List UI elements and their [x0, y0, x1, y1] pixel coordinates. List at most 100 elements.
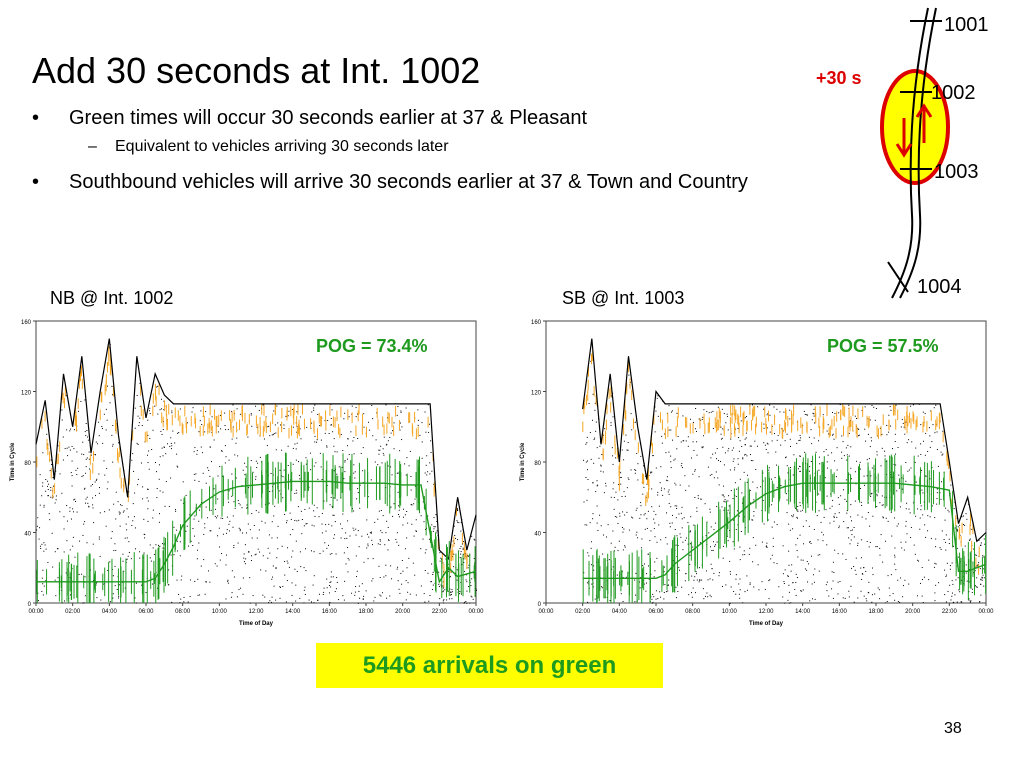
arrival-dot: [663, 488, 665, 490]
arrival-dot: [799, 437, 801, 439]
arrival-dot: [634, 579, 636, 581]
arrival-dot: [597, 597, 599, 599]
arrival-dot: [832, 434, 834, 436]
arrival-dot: [450, 591, 452, 593]
arrival-dot: [321, 479, 323, 481]
arrival-dot: [409, 593, 411, 595]
arrival-dot: [390, 432, 392, 434]
arrival-dot: [806, 569, 808, 571]
arrival-dot: [304, 586, 306, 588]
arrival-dot: [604, 428, 606, 430]
arrival-dot: [700, 419, 702, 421]
arrival-dot: [929, 435, 931, 437]
arrival-dot: [471, 596, 473, 598]
arrival-dot: [729, 571, 731, 573]
arrival-dot: [344, 471, 346, 473]
arrival-dot: [149, 544, 151, 546]
arrival-dot: [864, 428, 866, 430]
arrival-dot: [785, 493, 787, 495]
arrival-dot: [952, 545, 954, 547]
arrival-dot: [117, 501, 119, 503]
arrival-dot: [875, 408, 877, 410]
arrival-dot: [766, 542, 768, 544]
arrival-dot: [636, 507, 638, 509]
arrival-dot: [291, 594, 293, 596]
arrival-dot: [225, 564, 227, 566]
arrival-dot: [804, 451, 806, 453]
arrival-dot: [69, 507, 71, 509]
arrival-dot: [979, 568, 981, 570]
arrival-dot: [774, 477, 776, 479]
arrival-dot: [720, 433, 722, 435]
arrival-dot: [806, 414, 808, 416]
arrival-dot: [738, 515, 740, 517]
arrival-dot: [920, 443, 922, 445]
arrival-dot: [809, 600, 811, 602]
arrival-dot: [269, 552, 271, 554]
x-tick-label: 00:00: [538, 609, 554, 615]
arrival-dot: [620, 472, 622, 474]
arrival-dot: [690, 418, 692, 420]
arrival-dot: [897, 447, 899, 449]
arrival-dot: [397, 580, 399, 582]
arrival-dot: [328, 432, 330, 434]
arrival-dot: [118, 597, 120, 599]
arrival-dot: [637, 537, 639, 539]
arrival-dot: [811, 443, 813, 445]
arrival-dot: [657, 395, 659, 397]
arrival-dot: [133, 516, 135, 518]
arrival-dot: [628, 529, 630, 531]
arrival-dot: [680, 512, 682, 514]
arrival-dot: [612, 566, 614, 568]
arrival-dot: [295, 459, 297, 461]
arrival-dot: [812, 574, 814, 576]
arrival-dot: [674, 529, 676, 531]
arrival-dot: [112, 575, 114, 577]
arrival-dot: [181, 575, 183, 577]
arrival-dot: [857, 428, 859, 430]
arrival-dot: [219, 546, 221, 548]
arrival-dot: [305, 523, 307, 525]
arrival-dot: [78, 573, 80, 575]
arrival-dot: [591, 583, 593, 585]
arrival-dot: [600, 464, 602, 466]
arrival-dot: [886, 601, 888, 603]
arrival-dot: [258, 529, 260, 531]
arrival-dot: [682, 440, 684, 442]
arrival-dot: [717, 477, 719, 479]
arrival-dot: [668, 405, 670, 407]
arrival-dot: [295, 448, 297, 450]
arrival-dot: [461, 543, 463, 545]
arrival-dot: [69, 510, 71, 512]
arrival-dot: [220, 517, 222, 519]
arrival-dot: [132, 520, 134, 522]
x-tick-label: 06:00: [138, 609, 154, 615]
arrival-dot: [66, 429, 68, 431]
arrival-dot: [965, 564, 967, 566]
arrival-dot: [796, 550, 798, 552]
arrival-dot: [378, 453, 380, 455]
arrival-dot: [405, 599, 407, 601]
pog-annotation-left: POG = 73.4%: [316, 336, 428, 356]
arrival-dot: [588, 555, 590, 557]
arrival-dot: [158, 521, 160, 523]
arrival-dot: [356, 413, 358, 415]
arrival-dot: [196, 450, 198, 452]
arrival-dot: [227, 580, 229, 582]
arrival-dot: [322, 550, 324, 552]
arrival-dot: [399, 592, 401, 594]
arrival-dot: [775, 464, 777, 466]
arrival-dot: [417, 424, 419, 426]
arrival-dot: [584, 524, 586, 526]
arrival-dot: [294, 568, 296, 570]
arrival-dot: [651, 471, 653, 473]
arrival-dot: [585, 443, 587, 445]
arrival-dot: [826, 581, 828, 583]
arrival-dot: [205, 482, 207, 484]
arrival-dot: [654, 570, 656, 572]
arrival-dot: [674, 458, 676, 460]
arrival-dot: [231, 473, 233, 475]
arrival-dot: [682, 415, 684, 417]
arrival-dot: [456, 521, 458, 523]
arrival-dot: [356, 498, 358, 500]
